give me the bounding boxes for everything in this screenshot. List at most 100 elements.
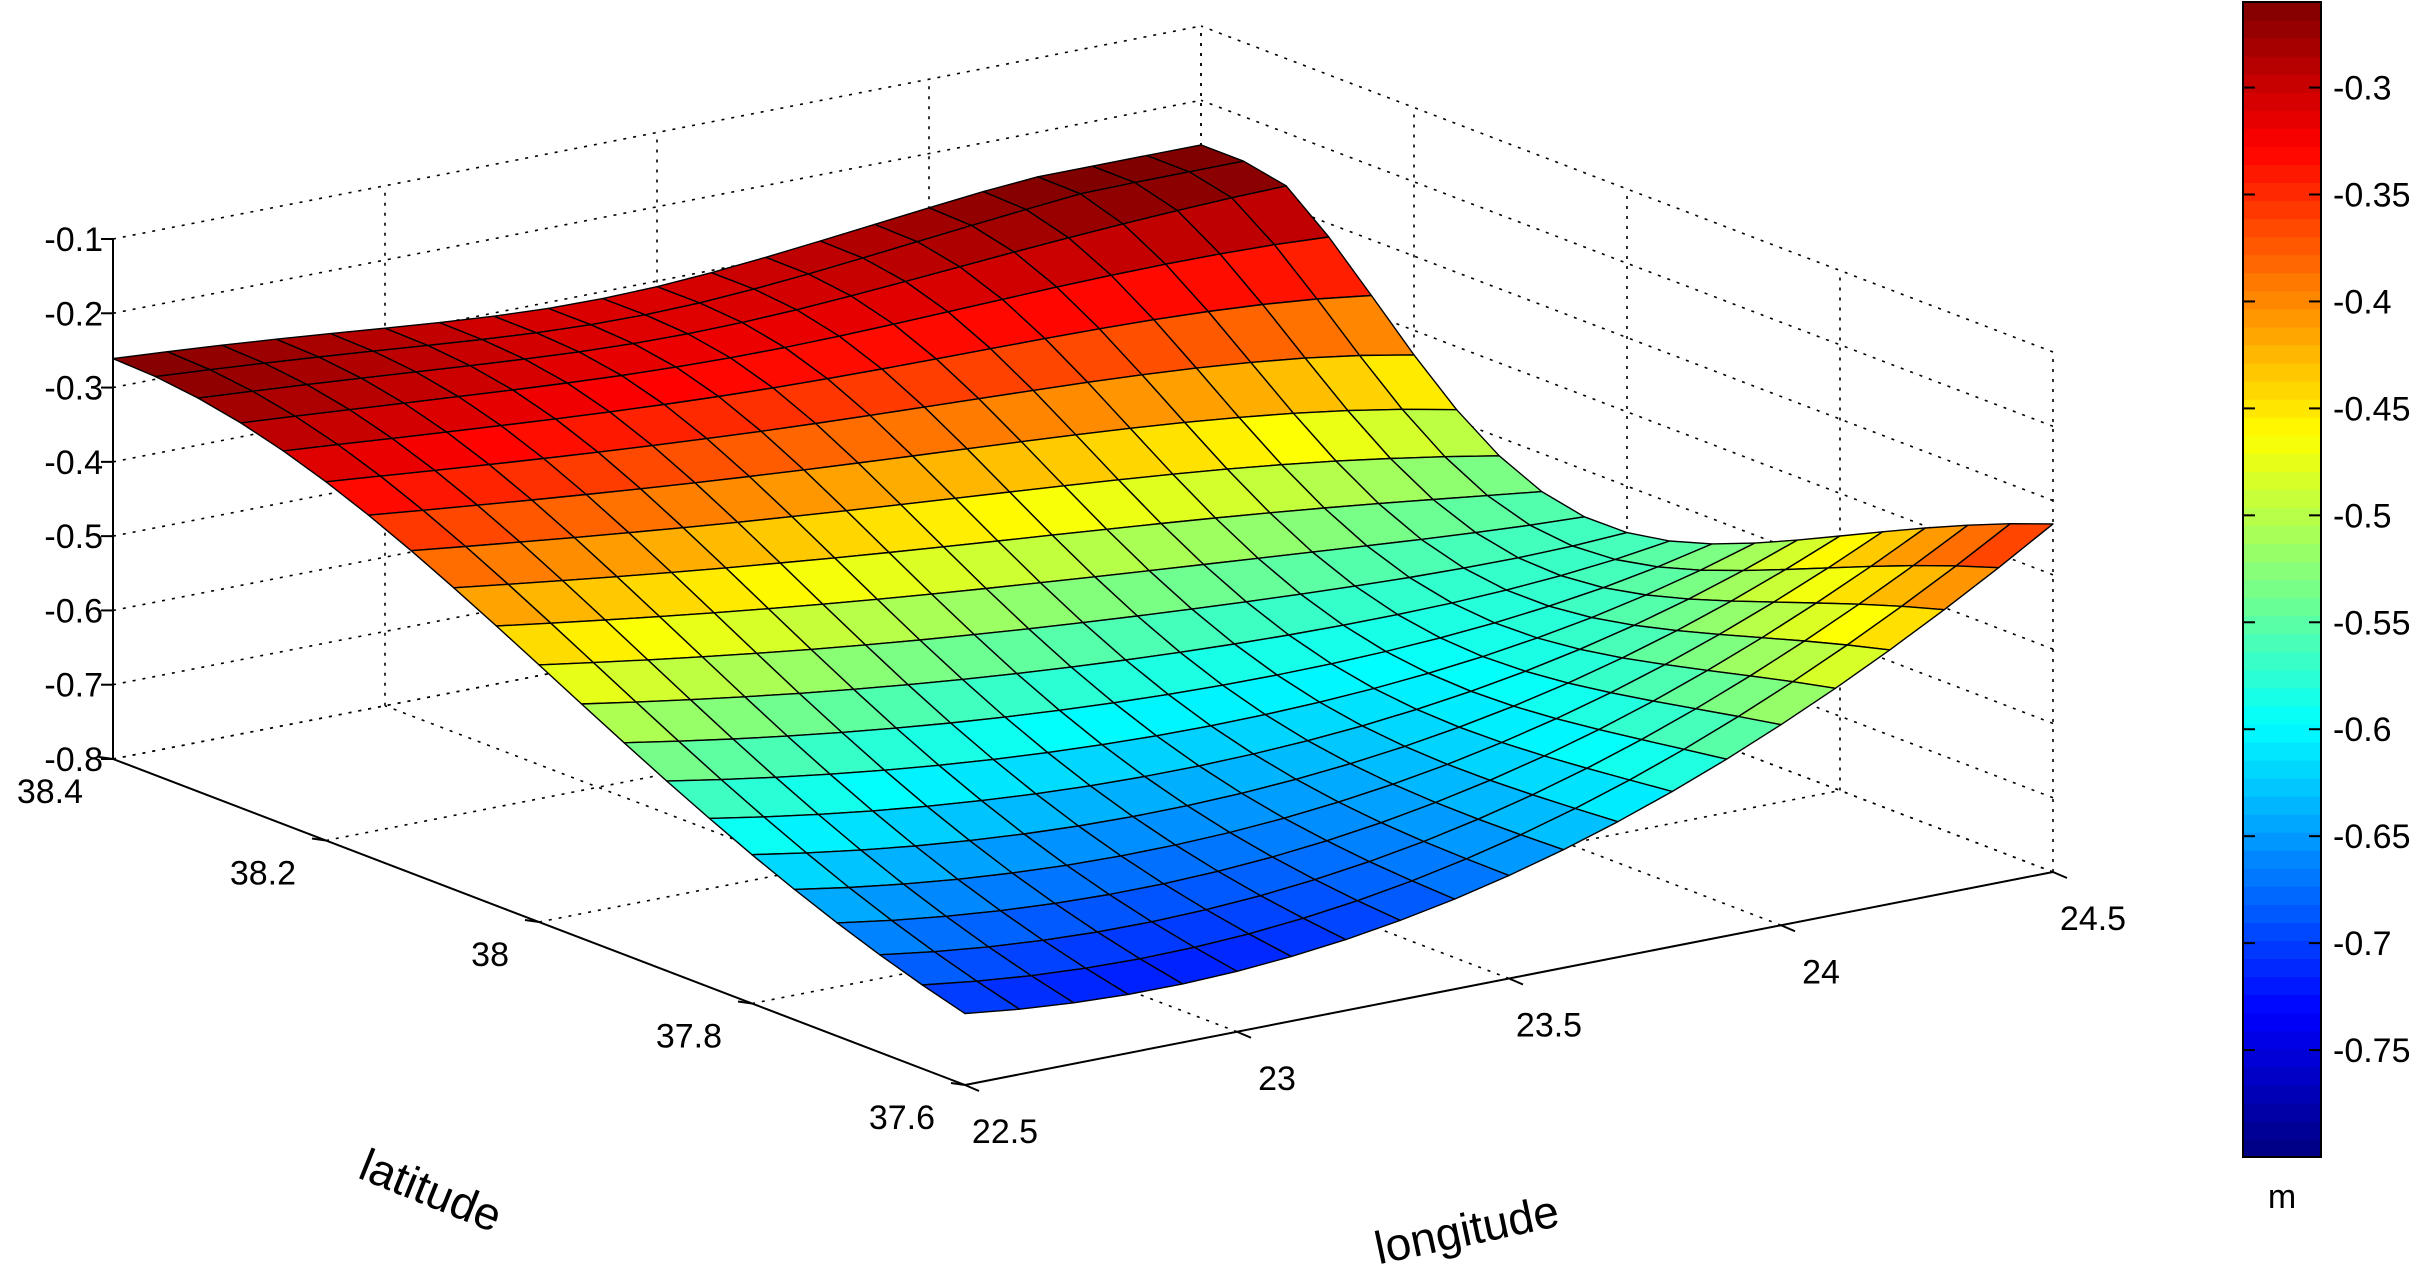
colorbar-band (2243, 417, 2321, 436)
side-wall-grid-line (1200, 25, 2054, 353)
colorbar-band (2243, 344, 2321, 364)
colorbar-band (2243, 471, 2321, 490)
colorbar-band (2243, 994, 2321, 1014)
colorbar-band (2243, 741, 2321, 761)
colorbar-band (2243, 362, 2321, 382)
colorbar-band (2243, 453, 2321, 472)
colorbar-tick-label: -0.35 (2333, 177, 2411, 215)
colorbar-band (2243, 326, 2321, 346)
colorbar-band (2243, 1012, 2321, 1032)
x-axis-tick (964, 1084, 980, 1092)
colorbar-band (2243, 940, 2321, 960)
surface-cell (921, 980, 1021, 1015)
y-axis-tick (950, 1082, 966, 1086)
colorbar-band (2243, 579, 2321, 599)
colorbar-tick-label: -0.5 (2333, 497, 2392, 535)
colorbar-band (2243, 1030, 2321, 1050)
colorbar-band (2243, 56, 2321, 75)
colorbar-band (2243, 290, 2321, 310)
x-tick-label: 22.5 (972, 1113, 1038, 1151)
side-wall-grid-line (1200, 99, 2054, 428)
colorbar: -0.3 -0.35 -0.4 -0.45 -0.5 -0.55 -0.6 -0.65 -0.7… (2242, 1, 2411, 1216)
colorbar-band (2243, 633, 2321, 653)
colorbar-band (2243, 182, 2321, 202)
colorbar-tick-label: -0.65 (2333, 818, 2411, 856)
colorbar-band (2243, 110, 2321, 129)
colorbar-band (2243, 1138, 2321, 1158)
y-tick-label: 38.2 (230, 855, 296, 893)
x-axis-tick (1236, 1030, 1252, 1039)
x-axis-tick (1780, 924, 1796, 933)
x-axis-tick (2052, 871, 2068, 879)
z-tick-label: -0.4 (44, 444, 103, 482)
colorbar-band (2243, 850, 2321, 869)
colorbar-ticks: -0.3 -0.35 -0.4 -0.45 -0.5 -0.55 -0.6 -0.65 -0.7… (2243, 70, 2411, 1070)
z-tick-label: -0.3 (44, 370, 103, 408)
z-tick-label: -0.1 (44, 221, 103, 259)
colorbar-band (2243, 236, 2321, 256)
colorbar-band (2243, 922, 2321, 942)
z-tick-label: -0.5 (44, 518, 103, 556)
colorbar-band (2243, 74, 2321, 93)
colorbar-band (2243, 272, 2321, 292)
y-axis-tick (311, 837, 327, 842)
colorbar-band (2243, 218, 2321, 238)
colorbar-band (2243, 886, 2321, 905)
colorbar-band (2243, 2, 2321, 21)
colorbar-band (2243, 380, 2321, 400)
colorbar-band (2243, 615, 2321, 635)
colorbar-tick-label: -0.6 (2333, 711, 2392, 749)
colorbar-band (2243, 399, 2321, 418)
colorbar-tick-label: -0.4 (2333, 283, 2392, 321)
colorbar-band (2243, 904, 2321, 923)
colorbar-band (2243, 597, 2321, 617)
z-tick-label: -0.6 (44, 592, 103, 630)
colorbar-band (2243, 778, 2321, 797)
colorbar-band (2243, 1084, 2321, 1104)
z-tick-label: -0.8 (44, 741, 103, 779)
colorbar-frame (2242, 1, 2322, 1158)
colorbar-band (2243, 20, 2321, 39)
colorbar-unit-label: m (2268, 1178, 2296, 1216)
colorbar-band (2243, 507, 2321, 526)
colorbar-band (2243, 254, 2321, 274)
colorbar-band (2243, 146, 2321, 166)
colorbar-band (2243, 868, 2321, 887)
y-axis-tick (524, 919, 540, 923)
colorbar-band (2243, 1066, 2321, 1086)
colorbar-band (2243, 958, 2321, 978)
colorbar-tick-label: -0.7 (2333, 925, 2392, 963)
colorbar-band (2243, 164, 2321, 184)
colorbar-tick-label: -0.55 (2333, 604, 2411, 642)
colorbar-band (2243, 92, 2321, 111)
surface-plot (112, 144, 2054, 1015)
colorbar-band (2243, 38, 2321, 57)
colorbar-band (2243, 832, 2321, 851)
x-tick-label: 24.5 (2060, 900, 2126, 938)
y-tick-label: 37.8 (656, 1018, 722, 1056)
colorbar-band (2243, 1048, 2321, 1068)
colorbar-band (2243, 814, 2321, 833)
colorbar-band (2243, 1102, 2321, 1122)
colorbar-band (2243, 561, 2321, 581)
y-tick-label: 38 (471, 936, 509, 974)
y-axis-label: latitude (352, 1138, 509, 1242)
colorbar-band (2243, 669, 2321, 689)
colorbar-band (2243, 976, 2321, 996)
colorbar-tick-label: -0.45 (2333, 390, 2411, 428)
colorbar-band (2243, 308, 2321, 328)
colorbar-band (2243, 525, 2321, 545)
colorbar-band (2243, 687, 2321, 707)
x-tick-label: 23.5 (1516, 1007, 1582, 1045)
x-tick-label: 24 (1802, 953, 1840, 991)
axes: 22.5 23 23.5 24 24.5 37.6 37.8 38 38.2 38.4 -0.1 -0… (17, 221, 2126, 1151)
colorbar-tick-label: -0.3 (2333, 70, 2392, 108)
z-tick-label: -0.2 (44, 295, 103, 333)
y-axis-tick (737, 1000, 753, 1005)
x-axis-tick (1508, 977, 1524, 986)
side-wall-grid-line (1200, 173, 2054, 502)
y-tick-label: 37.6 (869, 1099, 935, 1137)
colorbar-band (2243, 759, 2321, 779)
colorbar-gradient (2243, 2, 2321, 1158)
